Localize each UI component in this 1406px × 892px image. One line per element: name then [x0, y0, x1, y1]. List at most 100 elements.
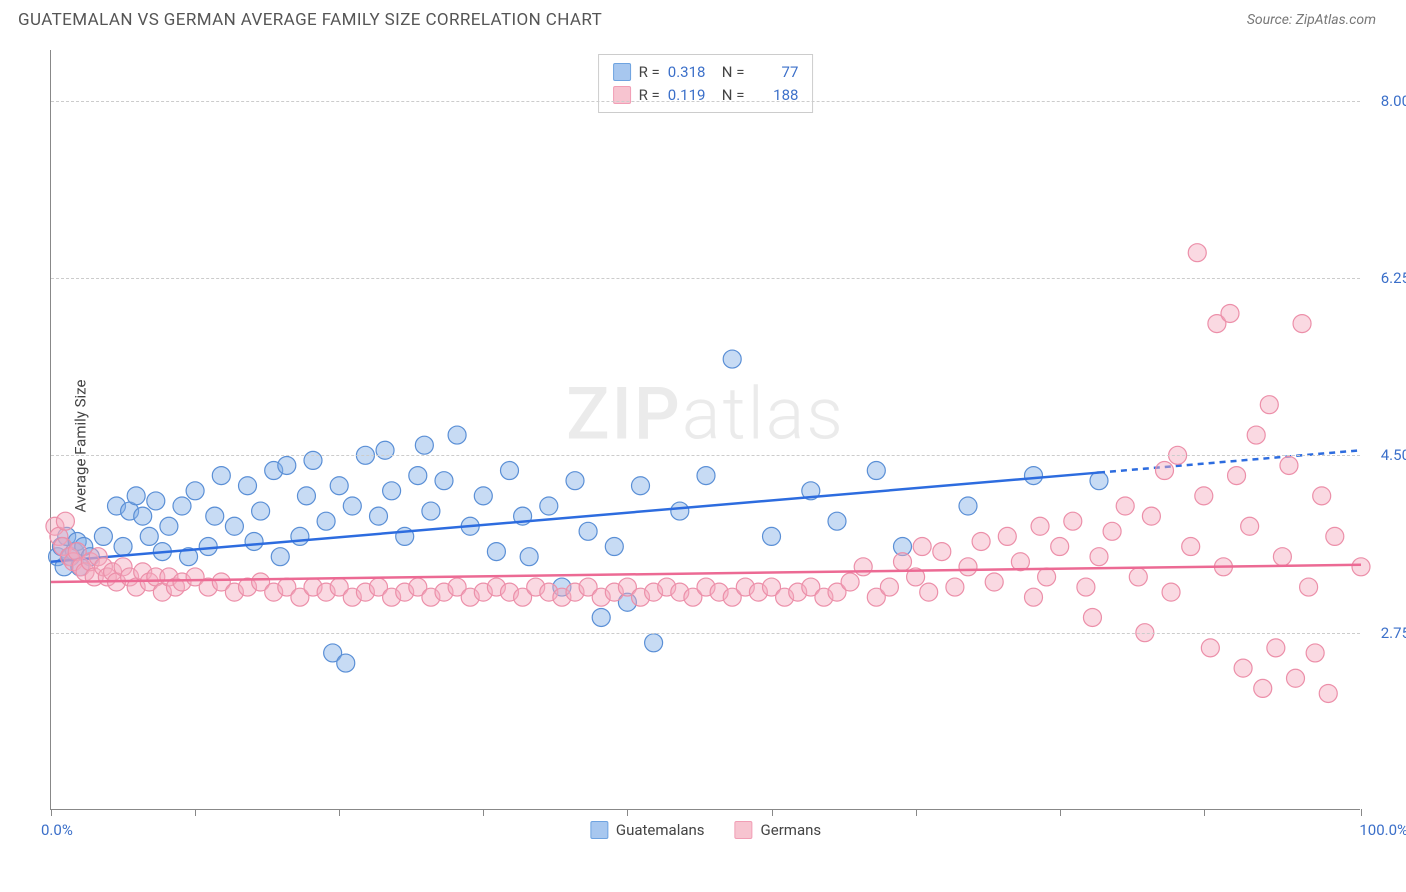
- data-point: [933, 543, 951, 561]
- data-point: [959, 558, 977, 576]
- legend-r-value: 0.119: [668, 84, 714, 107]
- data-point: [1077, 578, 1095, 596]
- x-tick: [772, 809, 773, 816]
- data-point: [1326, 527, 1344, 545]
- data-point: [1025, 467, 1043, 485]
- data-point: [160, 517, 178, 535]
- data-point: [1300, 578, 1318, 596]
- data-point: [474, 487, 492, 505]
- data-point: [343, 497, 361, 515]
- data-point: [1090, 548, 1108, 566]
- data-point: [972, 532, 990, 550]
- data-point: [920, 583, 938, 601]
- data-point: [1306, 644, 1324, 662]
- data-point: [186, 482, 204, 500]
- data-point: [1293, 315, 1311, 333]
- legend-swatch: [735, 821, 753, 839]
- x-axis-max-label: 100.0%: [1359, 821, 1406, 839]
- data-point: [370, 507, 388, 525]
- data-point: [645, 634, 663, 652]
- data-point: [376, 441, 394, 459]
- data-point: [1142, 507, 1160, 525]
- data-point: [605, 538, 623, 556]
- data-point: [1182, 538, 1200, 556]
- y-tick-label: 4.50: [1381, 446, 1406, 464]
- data-point: [1038, 568, 1056, 586]
- data-point: [94, 527, 112, 545]
- x-tick: [627, 809, 628, 816]
- legend-series-label: Guatemalans: [616, 821, 705, 839]
- data-point: [409, 467, 427, 485]
- legend-series-item: Guatemalans: [590, 821, 705, 839]
- data-point: [894, 553, 912, 571]
- data-point: [880, 578, 898, 596]
- data-point: [913, 538, 931, 556]
- gridline: [51, 278, 1360, 279]
- x-tick: [1361, 809, 1362, 816]
- data-point: [435, 472, 453, 490]
- legend-swatch: [590, 821, 608, 839]
- data-point: [520, 548, 538, 566]
- data-point: [1195, 487, 1213, 505]
- data-point: [337, 654, 355, 672]
- data-point: [1247, 426, 1265, 444]
- legend-n-value: 77: [752, 61, 798, 84]
- data-point: [330, 477, 348, 495]
- data-point: [1313, 487, 1331, 505]
- data-point: [1228, 467, 1246, 485]
- data-point: [1031, 517, 1049, 535]
- data-point: [998, 527, 1016, 545]
- data-point: [671, 502, 689, 520]
- data-point: [317, 512, 335, 530]
- data-point: [854, 558, 872, 576]
- data-point: [1267, 639, 1285, 657]
- legend-swatch: [613, 63, 631, 81]
- data-point: [147, 492, 165, 510]
- data-point: [487, 543, 505, 561]
- x-tick: [916, 809, 917, 816]
- chart-plot-area: ZIPatlas R =0.318N =77R =0.119N =188 Gua…: [50, 50, 1360, 810]
- data-point: [140, 527, 158, 545]
- data-point: [828, 512, 846, 530]
- x-axis-min-label: 0.0%: [41, 821, 73, 839]
- data-point: [415, 436, 433, 454]
- data-point: [1234, 659, 1252, 677]
- x-tick: [195, 809, 196, 816]
- data-point: [1260, 396, 1278, 414]
- data-point: [173, 497, 191, 515]
- data-point: [239, 477, 257, 495]
- y-tick-label: 6.25: [1381, 269, 1406, 287]
- legend-r-label: R =: [639, 61, 660, 84]
- data-point: [1090, 472, 1108, 490]
- data-point: [114, 538, 132, 556]
- data-point: [540, 497, 558, 515]
- x-tick: [1060, 809, 1061, 816]
- data-point: [1129, 568, 1147, 586]
- data-point: [579, 522, 597, 540]
- data-point: [199, 538, 217, 556]
- gridline: [51, 101, 1360, 102]
- data-point: [763, 527, 781, 545]
- data-point: [1241, 517, 1259, 535]
- x-tick: [1204, 809, 1205, 816]
- legend-n-label: N =: [722, 61, 745, 84]
- data-point: [697, 467, 715, 485]
- data-point: [985, 573, 1003, 591]
- data-point: [592, 608, 610, 626]
- data-point: [383, 482, 401, 500]
- data-point: [632, 477, 650, 495]
- data-point: [1280, 456, 1298, 474]
- legend-stats-row: R =0.318N =77: [613, 61, 799, 84]
- data-point: [1352, 558, 1370, 576]
- data-point: [1254, 679, 1272, 697]
- data-point: [501, 462, 519, 480]
- legend-series-item: Germans: [735, 821, 822, 839]
- data-point: [225, 517, 243, 535]
- data-point: [291, 527, 309, 545]
- data-point: [448, 426, 466, 444]
- legend-n-label: N =: [722, 84, 745, 107]
- data-point: [304, 451, 322, 469]
- scatter-svg: [51, 50, 1360, 809]
- gridline: [51, 633, 1360, 634]
- data-point: [1273, 548, 1291, 566]
